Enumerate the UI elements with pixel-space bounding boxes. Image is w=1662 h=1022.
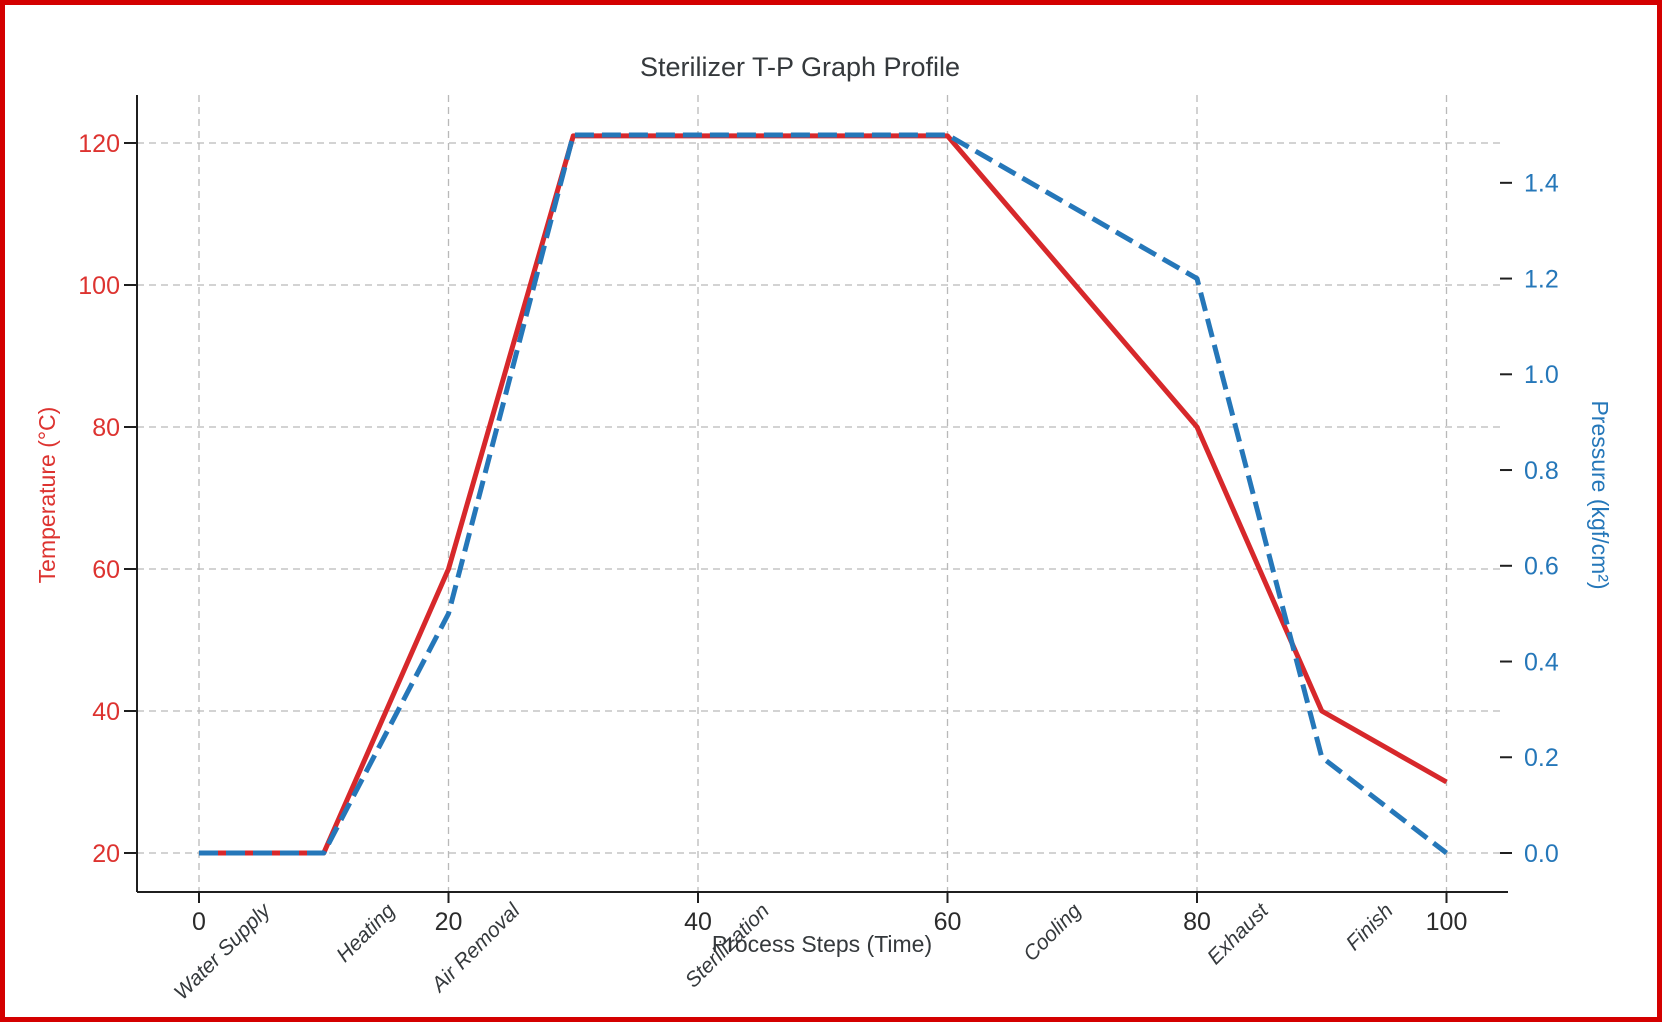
step-label-cooling: Cooling <box>1019 899 1086 966</box>
x-tick-label: 80 <box>1183 908 1211 936</box>
left-tick-label: 20 <box>92 840 120 868</box>
left-tick-label: 80 <box>92 414 120 442</box>
left-tick-labels: 20 40 60 80 100 120 <box>78 130 120 868</box>
temperature-line <box>199 133 1448 856</box>
left-tick-label: 100 <box>78 272 120 300</box>
x-tick-label: 40 <box>684 908 712 936</box>
x-tick-labels: 0 20 40 60 80 100 <box>192 908 1467 936</box>
right-tick-label: 1.4 <box>1524 170 1559 198</box>
pressure-line <box>199 132 1449 856</box>
right-tick-label: 0.8 <box>1524 457 1559 485</box>
step-label-water-supply: Water Supply <box>170 898 276 1004</box>
step-label-heating: Heating <box>332 899 400 967</box>
grid-lines <box>137 95 1505 892</box>
left-axis-title: Temperature (°C) <box>34 407 60 584</box>
left-tick-label: 60 <box>92 556 120 584</box>
x-tick-label: 20 <box>435 908 463 936</box>
right-axis-title: Pressure (kgf/cm²) <box>1587 400 1613 589</box>
left-tick-label: 120 <box>78 130 120 158</box>
x-tick-label: 60 <box>934 908 962 936</box>
right-tick-label: 1.2 <box>1524 265 1559 293</box>
step-label-finish: Finish <box>1342 899 1398 955</box>
tick-marks <box>124 142 1512 903</box>
right-tick-labels: 0.0 0.2 0.4 0.6 0.8 1.0 1.2 1.4 <box>1524 170 1559 868</box>
right-tick-label: 1.0 <box>1524 361 1559 389</box>
right-tick-label: 0.6 <box>1524 553 1559 581</box>
x-tick-label: 100 <box>1426 908 1468 936</box>
axis-spines <box>136 95 1508 893</box>
right-tick-label: 0.0 <box>1524 840 1559 868</box>
chart-title: Sterilizer T-P Graph Profile <box>640 52 960 82</box>
x-axis-title: Process Steps (Time) <box>712 931 932 957</box>
right-tick-label: 0.4 <box>1524 648 1559 676</box>
series-lines <box>199 132 1449 856</box>
left-tick-label: 40 <box>92 698 120 726</box>
right-tick-label: 0.2 <box>1524 744 1559 772</box>
step-label-exhaust: Exhaust <box>1203 898 1274 969</box>
x-tick-label: 0 <box>192 908 206 936</box>
